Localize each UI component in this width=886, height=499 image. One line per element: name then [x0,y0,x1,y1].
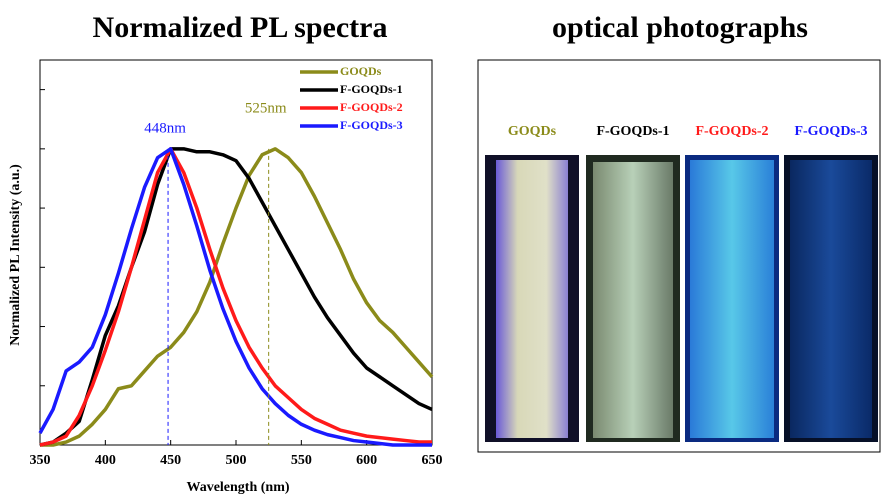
photos [485,155,878,442]
cuvette [593,162,673,438]
x-tick-label: 350 [30,453,51,468]
x-tick-label: 650 [422,453,443,468]
series-line [39,147,432,447]
photo-title: optical photographs [552,11,808,44]
cuvette [790,160,872,438]
x-axis-label: Wavelength (nm) [186,480,289,495]
legend-label: F-GOQDs-2 [340,100,403,114]
legend-label: GOQDs [340,64,382,78]
photo-frame [477,59,881,453]
cuvette [690,160,774,438]
photo-label: F-GOQDs-2 [695,124,768,139]
legend-label: F-GOQDs-1 [340,82,403,96]
x-tick-label: 600 [356,453,377,468]
series-line [39,147,433,447]
x-tick-label: 500 [226,453,247,468]
x-tick-label: 400 [95,453,116,468]
x-tick-label: 450 [160,453,181,468]
legend-label: F-GOQDs-3 [340,118,403,132]
annotation: 525nm [245,100,287,116]
photo-label: F-GOQDs-3 [794,124,867,139]
y-axis-label: Normalized PL Intensity (a.u.) [8,164,23,346]
photo-label: GOQDs [508,124,557,139]
cuvette [496,160,568,438]
x-tick-label: 550 [291,453,312,468]
series-line [38,147,432,447]
series-line [40,147,434,447]
annotation: 448nm [144,120,186,136]
chart-title: Normalized PL spectra [93,11,388,44]
photo-label: F-GOQDs-1 [596,124,669,139]
